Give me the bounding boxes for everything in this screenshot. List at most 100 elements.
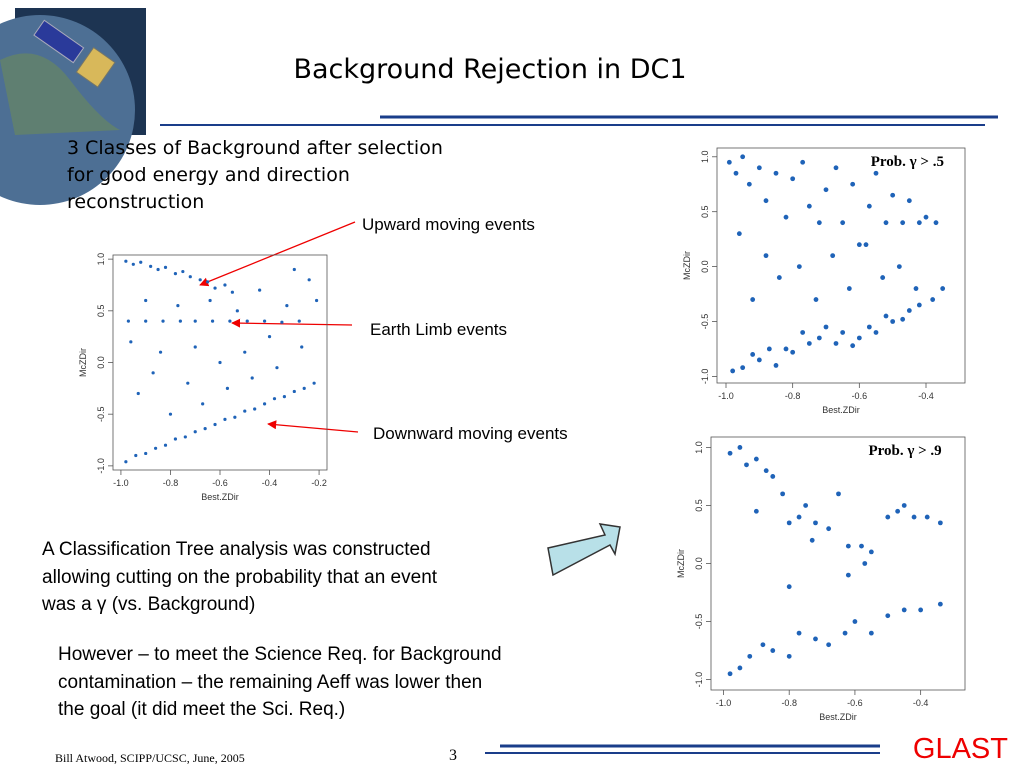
point bbox=[314, 298, 319, 303]
y-tick-label: 1.0 bbox=[96, 253, 106, 266]
point bbox=[218, 360, 222, 365]
point bbox=[868, 549, 874, 555]
chart: -1.0 -0.8 -0.6 -0.4 -0.2 -1.0 -0.5 0.0 0.5 1.0 Bes… bbox=[78, 253, 328, 502]
point bbox=[885, 613, 891, 619]
point bbox=[740, 154, 746, 160]
point bbox=[859, 543, 864, 549]
point bbox=[856, 335, 862, 341]
point bbox=[937, 601, 943, 607]
point bbox=[267, 335, 272, 339]
point bbox=[866, 324, 872, 330]
point bbox=[786, 520, 792, 526]
point bbox=[842, 630, 848, 636]
annotation: Earth Limb events bbox=[370, 320, 507, 339]
point bbox=[816, 220, 822, 226]
point bbox=[924, 514, 930, 520]
point bbox=[213, 286, 217, 290]
point bbox=[726, 159, 732, 165]
point bbox=[890, 192, 896, 198]
point bbox=[845, 543, 851, 549]
arrow bbox=[199, 221, 356, 287]
point bbox=[235, 309, 239, 313]
point bbox=[292, 267, 296, 272]
point bbox=[923, 214, 929, 220]
point bbox=[213, 422, 217, 427]
footer: Bill Atwood, SCIPP/UCSC, June, 2005 bbox=[55, 751, 245, 765]
point bbox=[139, 260, 143, 264]
point bbox=[773, 170, 779, 176]
point bbox=[198, 278, 202, 282]
point bbox=[178, 319, 182, 323]
slide-title: Background Rejection in DC1 bbox=[293, 54, 686, 85]
y-tick-label: -0.5 bbox=[96, 406, 106, 422]
point bbox=[850, 343, 856, 349]
point bbox=[906, 198, 912, 204]
point bbox=[144, 319, 148, 323]
point bbox=[806, 341, 812, 346]
x-tick-label: -0.4 bbox=[913, 698, 929, 708]
point bbox=[800, 159, 806, 165]
point bbox=[840, 330, 846, 335]
point bbox=[730, 368, 736, 374]
point bbox=[736, 231, 742, 237]
point bbox=[733, 170, 739, 176]
annotation: Upward moving events bbox=[362, 215, 535, 234]
point bbox=[833, 341, 839, 346]
point bbox=[292, 389, 296, 394]
point bbox=[930, 297, 936, 302]
point bbox=[737, 445, 743, 450]
body-text: A Classification Tree analysis was const… bbox=[42, 539, 431, 560]
point bbox=[940, 286, 946, 291]
x-axis-title: Best.ZDir bbox=[819, 712, 857, 722]
point bbox=[800, 330, 806, 335]
point bbox=[773, 363, 779, 368]
x-tick-label: -1.0 bbox=[718, 391, 734, 401]
x-tick-label: -0.2 bbox=[311, 478, 327, 488]
point bbox=[740, 365, 746, 371]
point bbox=[806, 203, 812, 209]
point bbox=[280, 320, 284, 324]
point bbox=[258, 288, 262, 292]
body-text: was a γ (vs. Background) bbox=[41, 594, 255, 615]
y-tick-label: 0.0 bbox=[700, 260, 710, 273]
point bbox=[803, 503, 809, 508]
logo: GLAST bbox=[913, 733, 1008, 765]
y-tick-label: 0.5 bbox=[700, 205, 710, 218]
point bbox=[937, 520, 943, 526]
point bbox=[201, 402, 205, 406]
point bbox=[210, 319, 215, 323]
y-axis-title: McZDir bbox=[682, 251, 692, 280]
plot-annotation: Prob. γ > .5 bbox=[871, 154, 944, 170]
y-tick-label: -1.0 bbox=[700, 369, 710, 385]
point bbox=[223, 417, 227, 421]
point bbox=[783, 346, 789, 352]
point bbox=[243, 350, 247, 354]
body-text: However – to meet the Science Req. for B… bbox=[58, 644, 502, 665]
y-tick-label: 1.0 bbox=[700, 151, 710, 164]
point bbox=[126, 319, 130, 323]
y-tick-label: -0.5 bbox=[700, 314, 710, 330]
point bbox=[826, 642, 832, 648]
point bbox=[840, 220, 846, 226]
x-tick-label: -1.0 bbox=[716, 698, 732, 708]
point bbox=[297, 319, 301, 323]
point bbox=[129, 340, 133, 344]
point bbox=[282, 395, 286, 399]
point bbox=[161, 319, 165, 323]
point bbox=[186, 381, 190, 385]
point bbox=[796, 264, 802, 269]
point bbox=[746, 181, 752, 187]
point bbox=[766, 346, 772, 352]
point bbox=[243, 409, 247, 413]
point bbox=[144, 298, 148, 303]
point bbox=[285, 304, 289, 308]
point bbox=[131, 262, 135, 266]
point bbox=[763, 253, 769, 259]
point bbox=[830, 253, 836, 259]
y-axis-title: McZDir bbox=[78, 348, 88, 377]
body-text: the goal (it did meet the Sci. Req.) bbox=[58, 699, 345, 720]
point bbox=[151, 371, 155, 375]
point bbox=[770, 648, 776, 653]
point bbox=[796, 630, 802, 636]
